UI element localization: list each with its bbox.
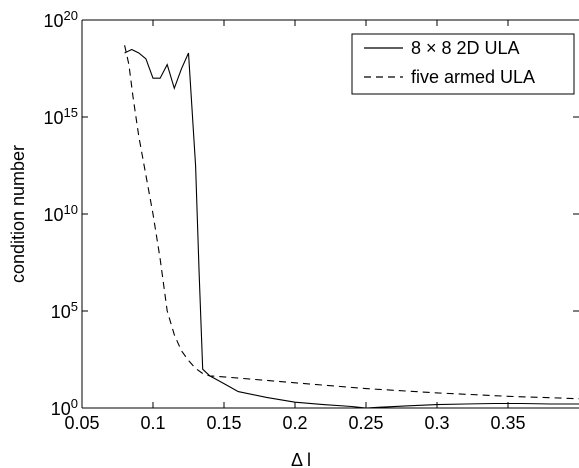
y-tick-label: 105 [51,299,78,323]
y-tick-label: 100 [51,396,78,420]
y-tick-label: 1010 [44,202,79,226]
x-axis-label: Δ l [291,450,311,468]
legend-box [351,33,575,95]
series-line-2d-ula [124,48,579,409]
series-group [124,45,579,409]
x-tick-label: 0.35 [490,413,525,433]
x-tick-label: 0.2 [282,413,307,433]
legend: 8 × 8 2D ULA five armed ULA [351,33,575,95]
y-tick-label: 1015 [44,105,79,129]
x-tick-label: 0.25 [348,413,383,433]
y-tick-label: 1020 [44,8,79,32]
x-tick-label: 0.1 [140,413,165,433]
x-tick-label: 0.15 [206,413,241,433]
y-axis-label: condition number [8,145,28,283]
legend-label-five-armed-ula: five armed ULA [411,67,535,87]
tick-group: 0.05 0.1 0.15 0.2 0.25 0.3 0.35 100 105 1010 1015 1… [44,8,579,433]
legend-label-2d-ula: 8 × 8 2D ULA [411,38,520,58]
series-line-five-armed-ula [124,45,579,400]
x-tick-label: 0.05 [64,413,99,433]
x-tick-label: 0.3 [424,413,449,433]
